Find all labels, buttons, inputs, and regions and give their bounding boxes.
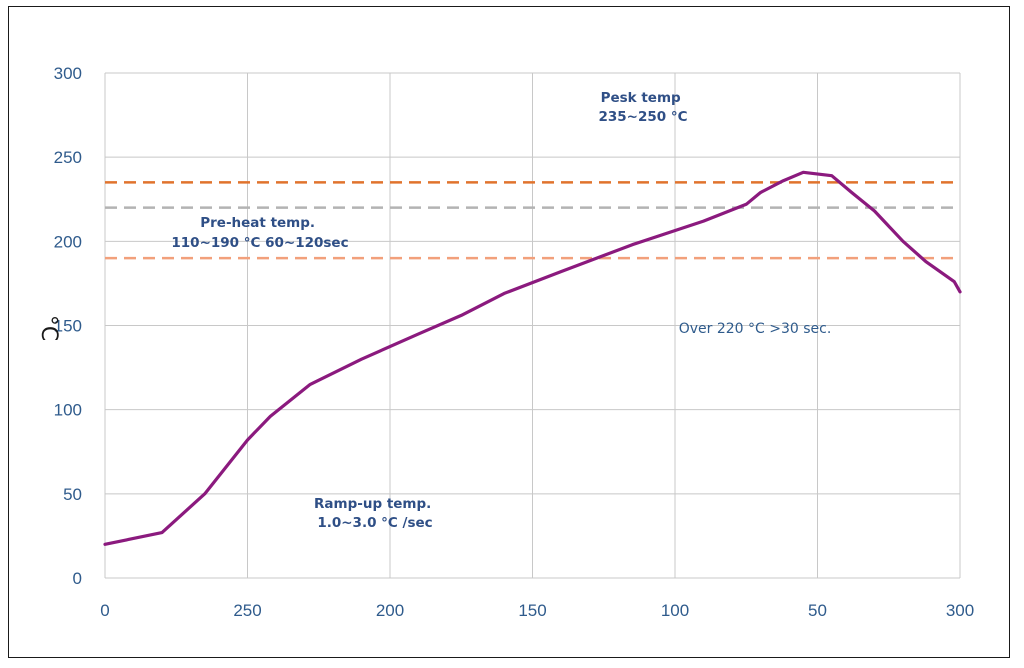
x-tick-label: 250 <box>233 601 261 620</box>
y-tick-label: 250 <box>54 148 82 167</box>
annotation-over-220: Over 220 °C >30 sec. <box>679 321 832 337</box>
annotation-preheat-temp-line1: Pre-heat temp. <box>200 215 315 231</box>
y-axis-label: °C <box>36 315 61 341</box>
x-tick-label: 300 <box>946 601 974 620</box>
annotations: Pesk temp 235~250 °C Pre-heat temp. 110~… <box>171 90 831 531</box>
y-tick-label: 100 <box>54 401 82 420</box>
x-tick-labels: 0 250 200 150 100 50 300 <box>100 601 974 620</box>
annotation-ramp-up-line1: Ramp-up temp. <box>314 496 431 512</box>
annotation-peak-temp-line1: Pesk temp <box>601 90 681 106</box>
y-tick-labels: 0 50 100 150 200 250 300 <box>54 64 82 588</box>
chart-frame <box>8 6 1010 658</box>
grid-lines <box>104 72 961 579</box>
y-tick-label: 50 <box>63 485 82 504</box>
y-tick-label: 0 <box>73 569 82 588</box>
annotation-preheat-temp: Pre-heat temp. 110~190 °C 60~120sec <box>171 215 348 251</box>
series-group <box>103 170 962 546</box>
x-tick-label: 100 <box>661 601 689 620</box>
annotation-preheat-temp-line2: 110~190 °C 60~120sec <box>171 235 348 251</box>
series-line <box>103 170 962 546</box>
x-tick-label: 200 <box>376 601 404 620</box>
y-tick-label: 150 <box>54 317 82 336</box>
annotation-ramp-up: Ramp-up temp. 1.0~3.0 °C /sec <box>314 496 436 531</box>
x-tick-label: 0 <box>100 601 109 620</box>
x-tick-label: 150 <box>518 601 546 620</box>
y-tick-label: 300 <box>54 64 82 83</box>
annotation-ramp-up-line2: 1.0~3.0 °C /sec <box>317 515 432 531</box>
annotation-peak-temp-line2: 235~250 °C <box>598 109 687 125</box>
x-tick-label: 50 <box>808 601 827 620</box>
annotation-peak-temp: Pesk temp 235~250 °C <box>598 90 687 125</box>
y-tick-label: 200 <box>54 232 82 251</box>
reference-lines <box>105 181 960 260</box>
annotation-over-220-line1: Over 220 °C >30 sec. <box>679 321 832 337</box>
